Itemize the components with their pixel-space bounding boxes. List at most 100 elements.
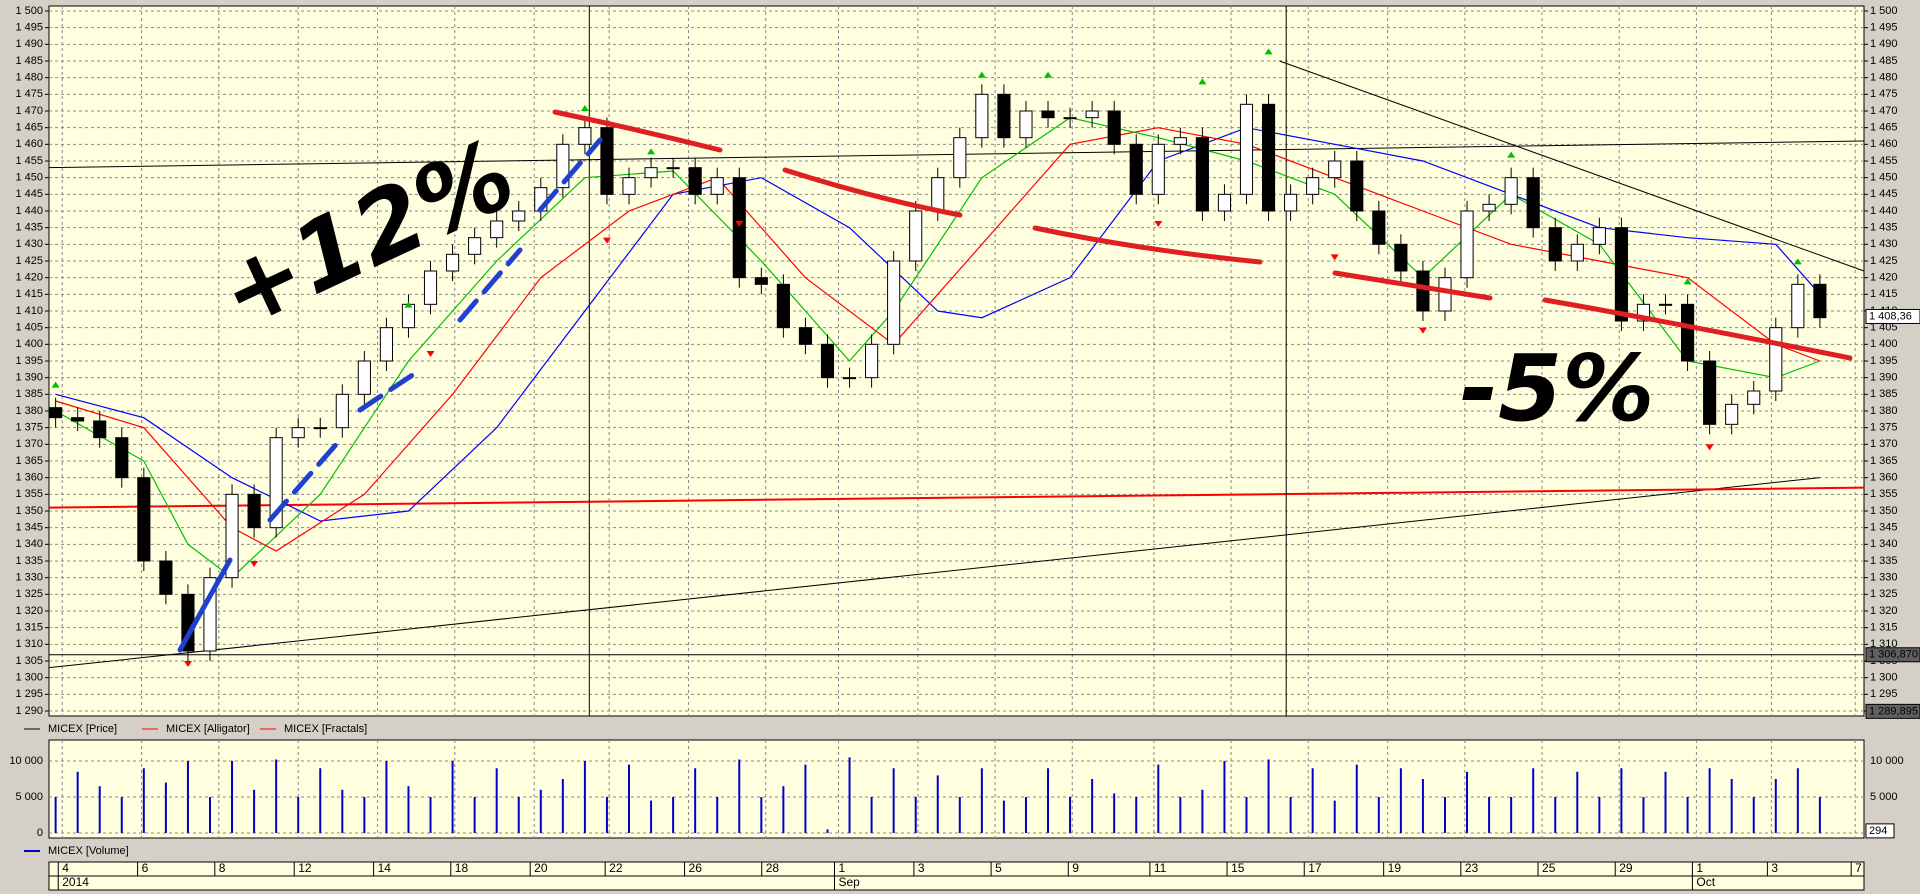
y-tick-label: 1 495 xyxy=(15,22,43,34)
y-tick-label: 1 295 xyxy=(15,688,43,700)
fractal-marker xyxy=(1198,78,1207,85)
fractal-marker xyxy=(580,105,589,111)
x-tick-label: 23 xyxy=(1465,861,1479,875)
candle-body xyxy=(137,477,151,562)
candle-body xyxy=(247,493,261,529)
candle-body xyxy=(1107,110,1121,145)
y-tick-label: 1 430 xyxy=(15,238,43,250)
fractal-marker xyxy=(250,561,259,567)
y-tick-label: 1 490 xyxy=(15,38,43,50)
y-tick-label: 1 295 xyxy=(1870,688,1898,700)
x-tick-label: 3 xyxy=(918,861,925,875)
y-tick-label: 1 405 xyxy=(1870,322,1898,334)
y-tick-label: 0 xyxy=(37,827,43,839)
x-tick-label: 19 xyxy=(1388,861,1402,875)
y-tick-label: 1 460 xyxy=(1870,138,1898,150)
period-label: 2014 xyxy=(62,875,89,889)
candle-body xyxy=(49,407,63,419)
candle-body xyxy=(1658,303,1673,306)
x-tick-label: 25 xyxy=(1542,861,1556,875)
candle-body xyxy=(446,253,460,272)
y-tick-label: 1 390 xyxy=(15,372,43,384)
candle-body xyxy=(909,210,923,262)
candle-body xyxy=(1460,210,1474,279)
fractal-marker xyxy=(1044,71,1053,78)
y-tick-label: 1 460 xyxy=(15,138,43,150)
y-tick-label: 1 420 xyxy=(15,272,43,284)
y-tick-label: 1 480 xyxy=(1870,72,1898,84)
x-tick-label: 1 xyxy=(1696,861,1703,875)
x-tick-label: 28 xyxy=(766,861,780,875)
fractal-marker xyxy=(404,301,413,308)
y-tick-label: 5 000 xyxy=(15,791,43,803)
y-tick-label: 1 430 xyxy=(1870,238,1898,250)
x-tick-label: 29 xyxy=(1619,861,1633,875)
candle-body xyxy=(1019,110,1033,139)
y-tick-label: 1 375 xyxy=(15,422,43,434)
candle-body xyxy=(1592,227,1606,245)
y-tick-label: 1 450 xyxy=(15,172,43,184)
candle-body xyxy=(842,377,857,380)
hand-stroke xyxy=(552,109,1853,361)
candle-body xyxy=(1261,103,1276,212)
fractal-marker xyxy=(647,148,656,155)
indicator-line xyxy=(55,127,1821,522)
candle-body xyxy=(1703,360,1717,425)
candle-body xyxy=(423,270,438,305)
fractal-marker xyxy=(602,237,611,244)
price-tag-label: 1 408,36 xyxy=(1869,310,1912,322)
candle-body xyxy=(1548,227,1562,262)
candle-body xyxy=(159,560,173,595)
y-tick-label: 1 355 xyxy=(15,488,43,500)
price-tag-label: 1 306,870 xyxy=(1869,649,1918,661)
y-tick-label: 1 455 xyxy=(15,155,43,167)
candle-body xyxy=(291,427,305,439)
candle-body xyxy=(1791,283,1805,329)
candle-body xyxy=(512,210,526,222)
y-tick-label: 1 480 xyxy=(15,72,43,84)
fractal-marker xyxy=(183,661,192,667)
y-tick-label: 1 315 xyxy=(15,622,43,634)
candle-body xyxy=(313,427,327,430)
candle-body xyxy=(1725,403,1739,425)
y-tick-label: 1 335 xyxy=(1870,555,1898,567)
fractal-marker xyxy=(1705,444,1714,451)
y-tick-label: 1 330 xyxy=(1870,572,1898,584)
y-tick-label: 1 370 xyxy=(1870,438,1898,450)
candle-body xyxy=(1041,110,1055,119)
candle-body xyxy=(1813,283,1827,319)
x-tick-label: 14 xyxy=(378,861,392,875)
y-tick-label: 1 465 xyxy=(1870,122,1898,134)
legend-label: MICEX [Volume] xyxy=(48,845,129,857)
candle-body xyxy=(1284,193,1298,212)
period-label: Oct xyxy=(1696,875,1715,889)
candle-body xyxy=(776,283,790,329)
fractal-marker xyxy=(735,221,744,227)
y-tick-label: 1 470 xyxy=(1870,105,1898,117)
y-tick-label: 10 000 xyxy=(9,755,43,767)
y-tick-label: 1 340 xyxy=(1870,538,1898,550)
x-tick-label: 17 xyxy=(1308,861,1322,875)
volume-tag-label: 294 xyxy=(1869,825,1887,837)
y-tick-label: 1 320 xyxy=(15,605,43,617)
candle-body xyxy=(1681,303,1695,362)
period-label: Sep xyxy=(839,875,861,889)
y-tick-label: 1 485 xyxy=(1870,55,1898,67)
price-tag xyxy=(1865,703,1920,719)
y-tick-label: 1 300 xyxy=(15,672,43,684)
trend-line xyxy=(1279,60,1865,272)
y-tick-label: 1 375 xyxy=(1870,422,1898,434)
y-tick-label: 1 290 xyxy=(15,705,43,717)
y-tick-label: 1 445 xyxy=(15,188,43,200)
candle-body xyxy=(865,343,879,379)
x-tick-label: 12 xyxy=(298,861,312,875)
y-tick-label: 1 365 xyxy=(1870,455,1898,467)
candle-body xyxy=(1747,390,1761,405)
y-tick-label: 1 415 xyxy=(15,288,43,300)
x-tick-label: 6 xyxy=(142,861,149,875)
candle-body xyxy=(71,417,85,422)
y-tick-label: 1 310 xyxy=(15,638,43,650)
y-tick-label: 1 450 xyxy=(1870,172,1898,184)
candle-body xyxy=(754,277,768,285)
